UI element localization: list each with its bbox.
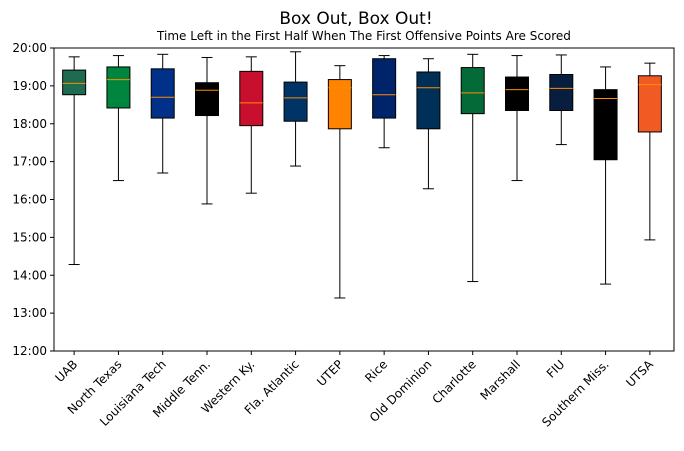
box-utep [327, 79, 352, 130]
x-tick-label: UTSA [623, 357, 656, 390]
box-fiu [549, 74, 574, 111]
y-tick-label: 16:00 [12, 193, 47, 207]
y-tick-label: 12:00 [12, 344, 47, 358]
y-tick-label: 19:00 [12, 79, 47, 93]
box-north-texas [106, 66, 131, 109]
plot-area: 12:00 13:00 14:00 15:00 16:00 17:00 18:00 19:00… [12, 41, 662, 430]
x-tick-label: Marshall [477, 357, 523, 403]
box-old-dominion [416, 71, 441, 130]
y-tick-label: 20:00 [12, 41, 47, 55]
y-tick-label: 15:00 [12, 230, 47, 244]
box-uab [62, 69, 87, 96]
plot-frame [53, 47, 675, 352]
box-middle-tenn [195, 82, 219, 117]
box-utsa [637, 75, 662, 133]
x-tick-label: UTEP [314, 357, 346, 389]
box-louisiana-tech [150, 68, 175, 119]
box-fla-atlantic [283, 81, 308, 122]
x-tick-label: Charlotte [430, 357, 479, 406]
y-tick-label: 17:00 [12, 155, 47, 169]
box-western-ky [239, 70, 264, 127]
y-tick-label: 18:00 [12, 117, 47, 131]
x-tick-label: Rice [362, 357, 390, 385]
y-tick-label: 14:00 [12, 268, 47, 282]
chart-subtitle: Time Left in the First Half When The Fir… [156, 29, 571, 43]
box-charlotte [460, 67, 485, 115]
x-tick-label: FIU [544, 357, 568, 381]
y-tick-label: 13:00 [12, 306, 47, 320]
box-marshall [505, 76, 529, 111]
chart-title: Box Out, Box Out! [279, 9, 432, 29]
box-rice [372, 58, 397, 119]
box-southern-miss [593, 89, 618, 161]
x-tick-label: UAB [53, 357, 81, 385]
